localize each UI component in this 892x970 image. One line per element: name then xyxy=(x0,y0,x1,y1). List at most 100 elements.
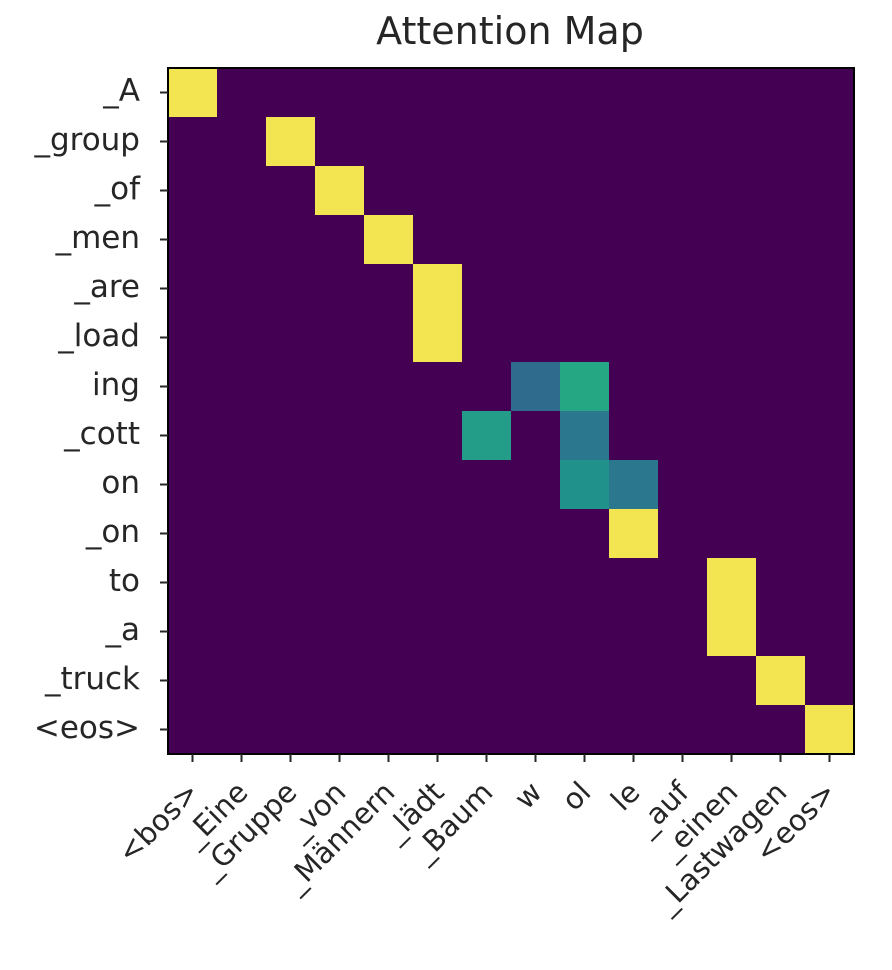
y-tick-label: to xyxy=(109,563,140,599)
y-tick-label: _are xyxy=(73,269,140,305)
heatmap-cell xyxy=(266,117,316,167)
y-tick-label: _of xyxy=(94,171,141,207)
heatmap-cell xyxy=(805,460,855,510)
heatmap-cell xyxy=(560,166,610,216)
heatmap-cell xyxy=(805,705,855,755)
heatmap-cell xyxy=(168,215,218,265)
heatmap-cell xyxy=(707,509,757,559)
heatmap-cell xyxy=(217,509,267,559)
heatmap-cell xyxy=(805,509,855,559)
heatmap-cell xyxy=(315,362,365,412)
heatmap-cell xyxy=(364,313,414,363)
heatmap-cell xyxy=(462,117,512,167)
heatmap-cell xyxy=(658,362,708,412)
heatmap-cell xyxy=(756,558,806,608)
heatmap-cell xyxy=(658,705,708,755)
heatmap-cell xyxy=(609,607,659,657)
heatmap-cell xyxy=(462,558,512,608)
heatmap-cell xyxy=(413,656,463,706)
heatmap-cell xyxy=(266,215,316,265)
y-tick-label: <eos> xyxy=(34,710,140,746)
heatmap-cell xyxy=(756,362,806,412)
heatmap-cell xyxy=(511,411,561,461)
heatmap-cell xyxy=(364,558,414,608)
heatmap-cell xyxy=(217,607,267,657)
heatmap-cell xyxy=(266,460,316,510)
heatmap-cell xyxy=(217,215,267,265)
heatmap-cell xyxy=(658,313,708,363)
heatmap-cell xyxy=(168,117,218,167)
heatmap-cell xyxy=(805,362,855,412)
heatmap-cell xyxy=(315,264,365,314)
heatmap-cell xyxy=(168,68,218,118)
heatmap-cell xyxy=(805,656,855,706)
heatmap-cell xyxy=(658,509,708,559)
heatmap-cell xyxy=(315,411,365,461)
heatmap-cell xyxy=(609,705,659,755)
heatmap-cell xyxy=(364,460,414,510)
heatmap-cell xyxy=(609,117,659,167)
heatmap-cell xyxy=(560,313,610,363)
heatmap-cell xyxy=(217,166,267,216)
heatmap-cell xyxy=(511,313,561,363)
heatmap-cell xyxy=(168,362,218,412)
heatmap-cell xyxy=(805,411,855,461)
y-tick-label: _cott xyxy=(63,416,140,452)
heatmap-cell xyxy=(511,607,561,657)
heatmap-cell xyxy=(805,166,855,216)
y-tick-label: _a xyxy=(105,612,141,648)
heatmap-cell xyxy=(756,509,806,559)
heatmap-cell xyxy=(217,362,267,412)
heatmap-cell xyxy=(413,607,463,657)
heatmap-cell xyxy=(168,313,218,363)
heatmap-cell xyxy=(756,117,806,167)
y-tick-label: _on xyxy=(85,514,140,550)
heatmap-cell xyxy=(658,117,708,167)
heatmap-cell xyxy=(168,264,218,314)
heatmap-cell xyxy=(609,313,659,363)
heatmap-cell xyxy=(609,166,659,216)
heatmap-cell xyxy=(560,607,610,657)
heatmap-cell xyxy=(609,68,659,118)
x-tick-label: ol xyxy=(555,775,597,817)
heatmap-cell xyxy=(560,509,610,559)
y-tick-label: _truck xyxy=(44,661,140,697)
heatmap-cell xyxy=(217,117,267,167)
heatmap-cell xyxy=(756,215,806,265)
heatmap-cell xyxy=(364,509,414,559)
heatmap-cell xyxy=(560,460,610,510)
heatmap-cell xyxy=(364,705,414,755)
heatmap-cell xyxy=(266,166,316,216)
heatmap-cell xyxy=(266,607,316,657)
heatmap-cell xyxy=(168,607,218,657)
heatmap-cell xyxy=(707,362,757,412)
heatmap-cell xyxy=(511,509,561,559)
heatmap-cell xyxy=(168,411,218,461)
heatmap-cell xyxy=(707,656,757,706)
heatmap-cell xyxy=(315,509,365,559)
heatmap-cell xyxy=(658,558,708,608)
heatmap-cell xyxy=(413,362,463,412)
heatmap-cell xyxy=(658,460,708,510)
heatmap-cell xyxy=(462,509,512,559)
heatmap-cell xyxy=(707,117,757,167)
heatmap-cell xyxy=(364,264,414,314)
heatmap-cell xyxy=(217,313,267,363)
heatmap-cell xyxy=(217,411,267,461)
heatmap-cell xyxy=(560,264,610,314)
heatmap-cell xyxy=(511,215,561,265)
heatmap-cell xyxy=(609,558,659,608)
heatmap-cell xyxy=(217,558,267,608)
heatmap-cell xyxy=(462,313,512,363)
heatmap-cell xyxy=(658,264,708,314)
heatmap-cell xyxy=(462,264,512,314)
heatmap-cell xyxy=(413,215,463,265)
heatmap-cell xyxy=(805,68,855,118)
plot-frame xyxy=(167,67,855,755)
heatmap-cell xyxy=(266,68,316,118)
heatmap-cell xyxy=(413,460,463,510)
heatmap-cell xyxy=(315,215,365,265)
y-tick-label: ing xyxy=(92,367,140,403)
